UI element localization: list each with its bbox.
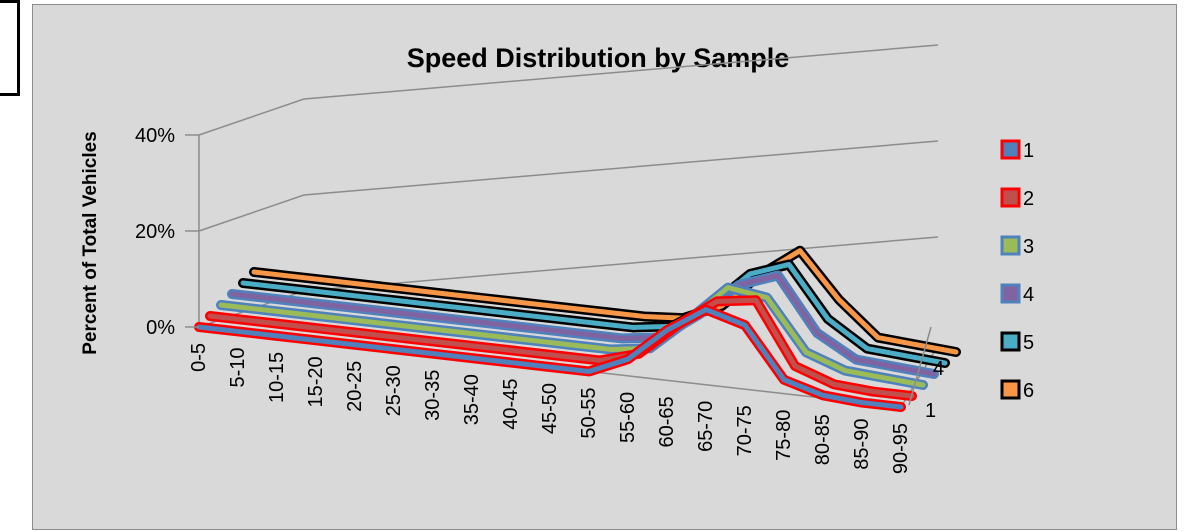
x-tick-label: 25-30: [383, 365, 405, 416]
legend: 1 2 3 4 5 6: [1000, 139, 1034, 402]
legend-swatch-1: [1000, 139, 1021, 160]
depth-tick-label: 4: [933, 358, 944, 380]
legend-label-2: 2: [1023, 188, 1034, 210]
y-tick-label: 0%: [146, 317, 175, 339]
chart-area: Speed Distribution by Sample Percent of …: [32, 4, 1177, 530]
frame-border: [0, 0, 20, 96]
x-tick-label: 70-75: [734, 405, 756, 456]
depth-tick-label: 1: [925, 400, 936, 422]
series-6-line: [251, 248, 959, 355]
y-axis-label: Percent of Total Vehicles: [80, 131, 101, 355]
series-layer: [194, 245, 961, 412]
legend-swatch-2: [1000, 187, 1021, 208]
series-5-line: [240, 261, 948, 366]
x-tick-label: 5-10: [227, 347, 249, 387]
x-tick-label: 0-5: [188, 343, 210, 372]
series-2-line: [207, 297, 915, 399]
axes-layer: 0% 20% 40% 0-5 5-10 10-15 15-20 20-25 25-30 30-35…: [135, 125, 944, 474]
x-tick-label: 35-40: [461, 374, 483, 425]
series-3-line: [218, 285, 926, 388]
gridline: [198, 44, 939, 136]
legend-label-1: 1: [1023, 140, 1034, 162]
x-tick-label: 10-15: [266, 352, 288, 403]
y-tick-label: 40%: [135, 125, 175, 147]
x-tick-label: 55-60: [617, 392, 639, 443]
depth-axis: [908, 326, 932, 406]
gridline: [198, 140, 939, 232]
legend-label-4: 4: [1023, 284, 1034, 306]
x-tick-label: 85-90: [851, 419, 873, 470]
legend-label-3: 3: [1023, 236, 1034, 258]
legend-swatch-4: [1000, 283, 1021, 304]
x-tick-label: 40-45: [500, 379, 522, 430]
x-tick-label: 65-70: [695, 401, 717, 452]
legend-label-5: 5: [1023, 332, 1034, 354]
chart-title: Speed Distribution by Sample: [407, 43, 790, 73]
y-tick-label: 20%: [135, 221, 175, 243]
series-4-line: [229, 272, 937, 377]
legend-swatch-3: [1000, 235, 1021, 256]
x-tick-label: 30-35: [422, 370, 444, 421]
x-tick-label: 50-55: [578, 387, 600, 438]
x-tick-label: 20-25: [344, 361, 366, 412]
x-tick-label: 90-95: [890, 423, 912, 474]
x-tick-label: 80-85: [812, 414, 834, 465]
x-tick-label: 15-20: [305, 356, 327, 407]
chart-svg: Speed Distribution by Sample Percent of …: [80, 43, 1034, 474]
legend-label-6: 6: [1023, 380, 1034, 402]
x-tick-label: 75-80: [773, 410, 795, 461]
legend-swatch-6: [1000, 379, 1021, 400]
series-1-line: [196, 307, 904, 410]
x-tick-label: 45-50: [539, 383, 561, 434]
x-tick-label: 60-65: [656, 396, 678, 447]
legend-swatch-5: [1000, 331, 1021, 352]
